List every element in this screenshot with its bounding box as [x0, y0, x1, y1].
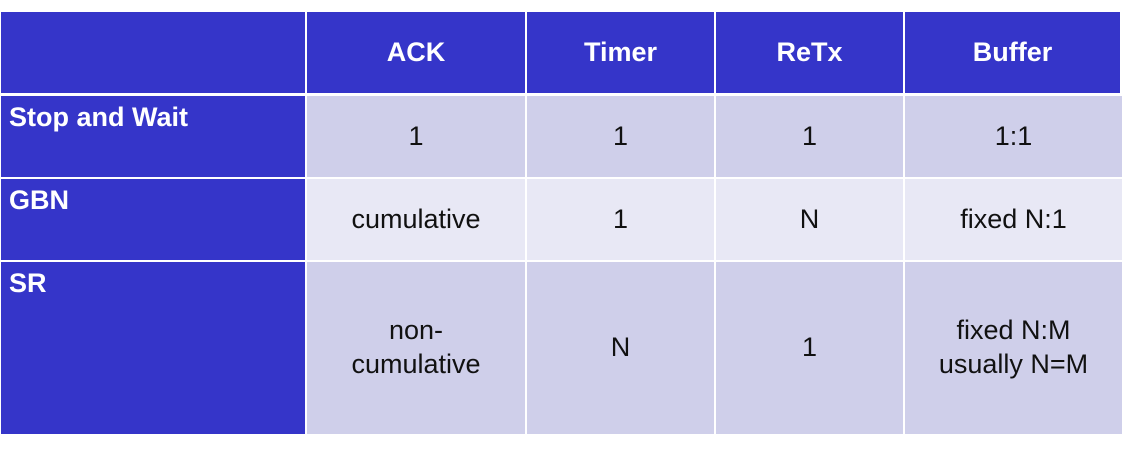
cell-stop-and-wait-buffer: 1:1: [905, 96, 1122, 179]
comparison-table: ACK Timer ReTx Buffer Stop and Wait 1 1 …: [1, 12, 1122, 436]
cell-sr-timer: N: [527, 262, 716, 436]
cell-sr-buffer-line-2: usually N=M: [938, 349, 1089, 379]
cell-sr-ack: non- cumulative: [307, 262, 527, 436]
cell-stop-and-wait-timer: 1: [527, 96, 716, 179]
header-retx: ReTx: [716, 12, 905, 96]
header-corner: [1, 12, 307, 96]
cell-stop-and-wait-retx: 1: [716, 96, 905, 179]
row-label-stop-and-wait: Stop and Wait: [1, 96, 307, 179]
row-label-gbn: GBN: [1, 179, 307, 262]
header-ack: ACK: [307, 12, 527, 96]
cell-gbn-buffer: fixed N:1: [905, 179, 1122, 262]
cell-sr-ack-line-1: non-: [388, 315, 444, 346]
cell-stop-and-wait-ack: 1: [307, 96, 527, 179]
cell-gbn-retx: N: [716, 179, 905, 262]
cell-sr-retx: 1: [716, 262, 905, 436]
row-label-sr: SR: [1, 262, 307, 436]
header-timer: Timer: [527, 12, 716, 96]
cell-sr-buffer: fixed N:M usually N=M: [905, 262, 1122, 436]
cell-gbn-ack: cumulative: [307, 179, 527, 262]
cell-sr-ack-line-2: cumulative: [351, 349, 481, 379]
cell-gbn-timer: 1: [527, 179, 716, 262]
cell-sr-buffer-line-1: fixed N:M: [956, 315, 1071, 346]
header-buffer: Buffer: [905, 12, 1122, 96]
